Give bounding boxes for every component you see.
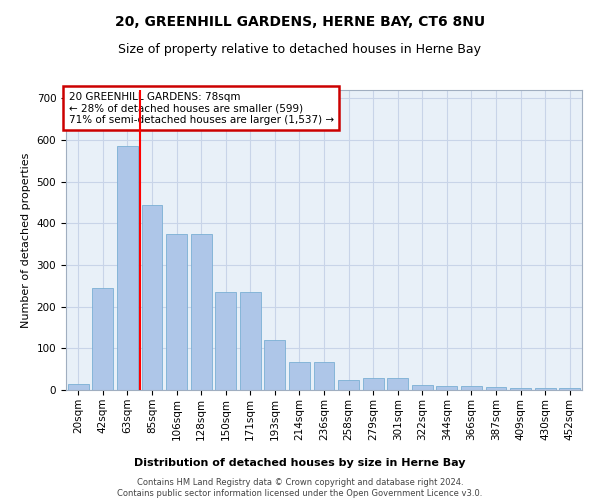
Bar: [314, 362, 334, 390]
Text: Distribution of detached houses by size in Herne Bay: Distribution of detached houses by size …: [134, 458, 466, 468]
Bar: [559, 388, 580, 390]
Bar: [166, 234, 187, 390]
Text: 20 GREENHILL GARDENS: 78sqm
← 28% of detached houses are smaller (599)
71% of se: 20 GREENHILL GARDENS: 78sqm ← 28% of det…: [68, 92, 334, 124]
Bar: [436, 386, 457, 390]
Bar: [240, 292, 261, 390]
Bar: [191, 234, 212, 390]
Text: Size of property relative to detached houses in Herne Bay: Size of property relative to detached ho…: [119, 42, 482, 56]
Bar: [68, 384, 89, 390]
Bar: [387, 378, 408, 390]
Bar: [535, 388, 556, 390]
Bar: [362, 378, 383, 390]
Bar: [412, 385, 433, 390]
Bar: [117, 146, 138, 390]
Bar: [338, 380, 359, 390]
Bar: [289, 362, 310, 390]
Bar: [215, 292, 236, 390]
Text: 20, GREENHILL GARDENS, HERNE BAY, CT6 8NU: 20, GREENHILL GARDENS, HERNE BAY, CT6 8N…: [115, 15, 485, 29]
Bar: [510, 388, 531, 390]
Bar: [142, 204, 163, 390]
Y-axis label: Number of detached properties: Number of detached properties: [21, 152, 31, 328]
Bar: [485, 386, 506, 390]
Bar: [265, 340, 286, 390]
Bar: [92, 288, 113, 390]
Bar: [461, 386, 482, 390]
Text: Contains HM Land Registry data © Crown copyright and database right 2024.
Contai: Contains HM Land Registry data © Crown c…: [118, 478, 482, 498]
